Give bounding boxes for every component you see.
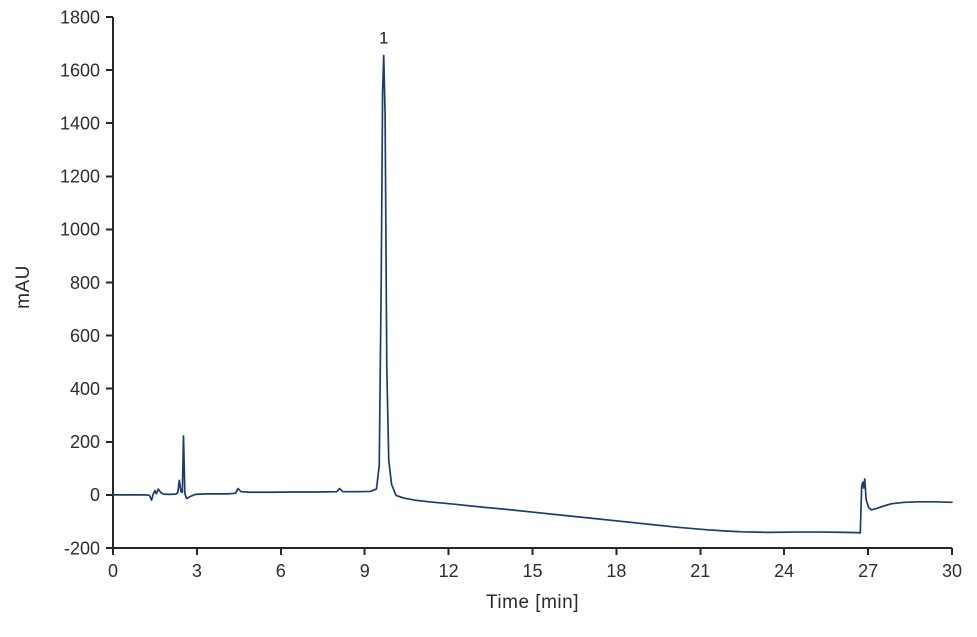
- x-tick-label: 6: [276, 561, 286, 581]
- y-axis-title: mAU: [13, 265, 34, 309]
- signal-trace: [112, 54, 953, 534]
- y-tick-label: 1600: [60, 60, 100, 80]
- y-tick-label: 0: [90, 485, 100, 505]
- x-tick-label: 27: [858, 561, 878, 581]
- y-tick-label: -200: [64, 538, 100, 558]
- y-tick-label: 200: [70, 432, 100, 452]
- x-tick-label: 12: [439, 561, 459, 581]
- x-axis-title: Time [min]: [486, 592, 579, 613]
- y-tick-label: 1000: [60, 220, 100, 240]
- x-tick-label: 24: [774, 561, 794, 581]
- x-tick-label: 9: [360, 561, 370, 581]
- y-tick-label: 600: [70, 326, 100, 346]
- x-tick-label: 18: [606, 561, 626, 581]
- x-tick-label: 3: [192, 561, 202, 581]
- y-tick-label: 800: [70, 273, 100, 293]
- y-tick-label: 400: [70, 379, 100, 399]
- y-tick-label: 1200: [60, 167, 100, 187]
- y-tick-label: 1800: [60, 7, 100, 27]
- y-tick-label: 1400: [60, 114, 100, 134]
- x-tick-label: 30: [942, 561, 962, 581]
- peak-label: 1: [379, 29, 388, 48]
- x-tick-label: 0: [108, 561, 118, 581]
- x-tick-label: 21: [690, 561, 710, 581]
- x-tick-label: 15: [522, 561, 542, 581]
